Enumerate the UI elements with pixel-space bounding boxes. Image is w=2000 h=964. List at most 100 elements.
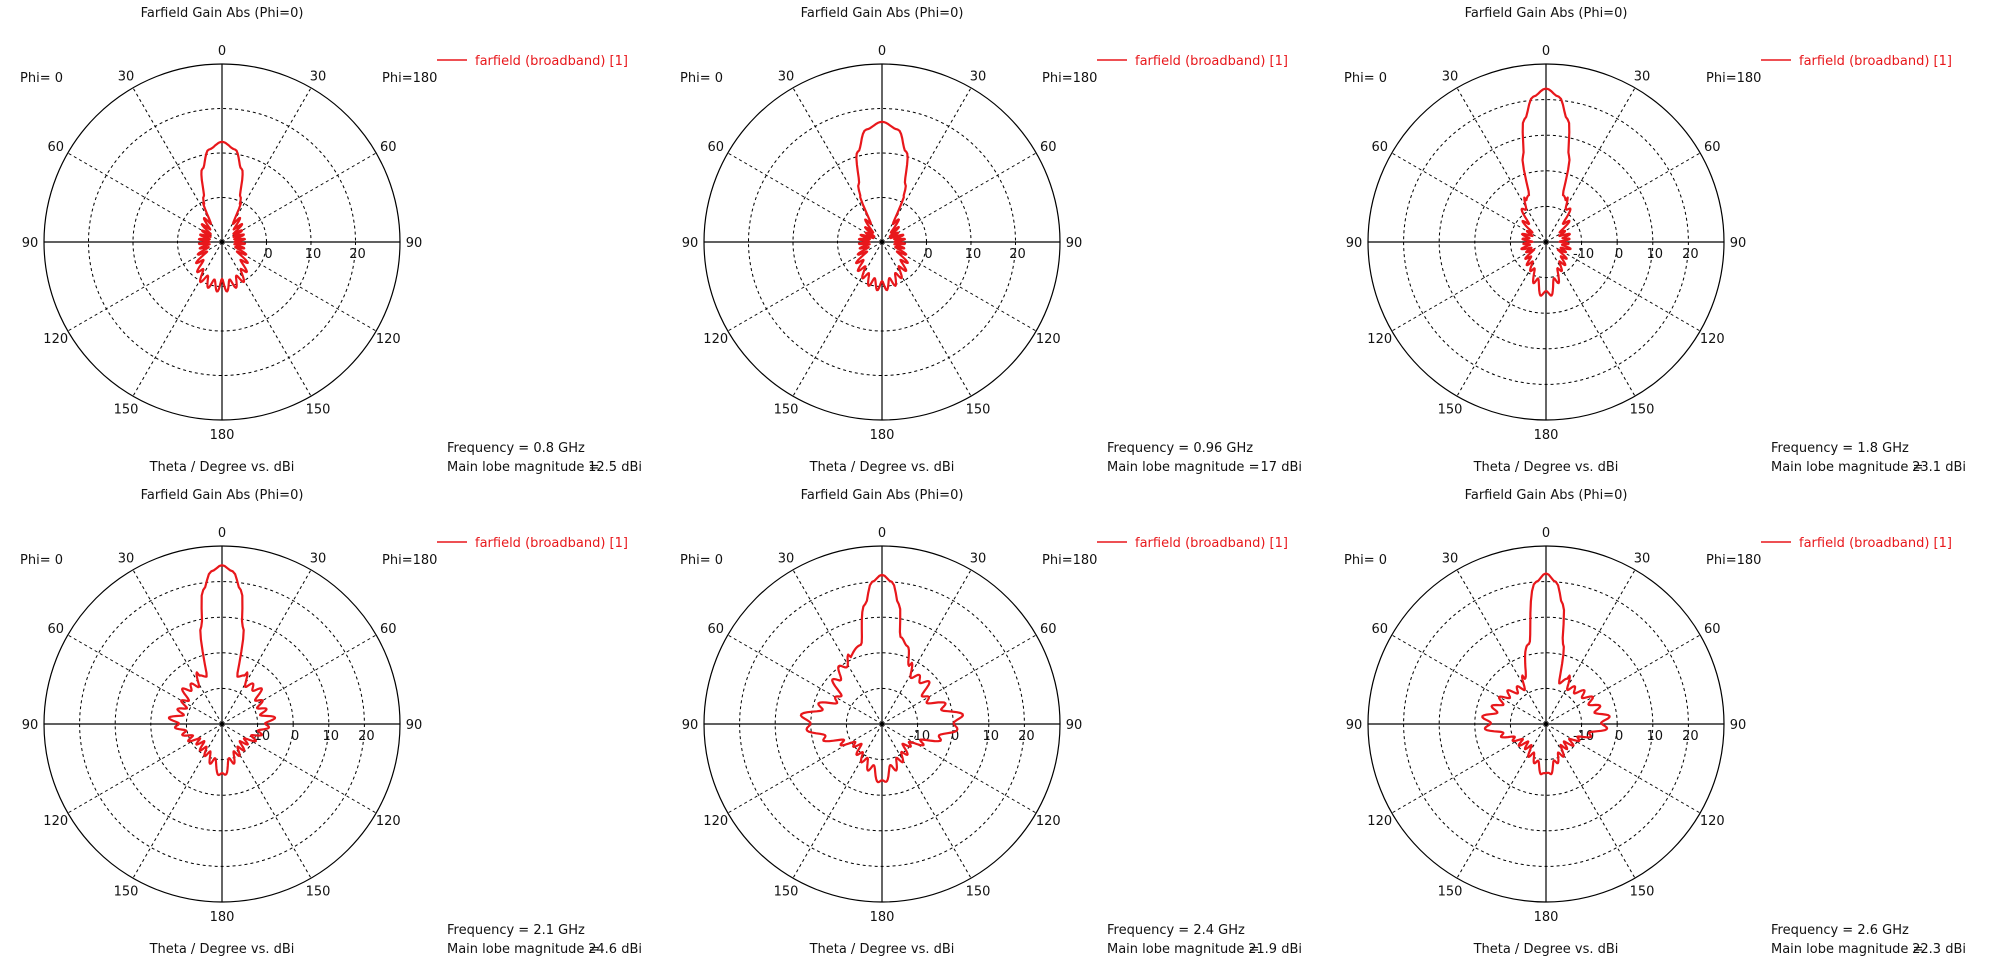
theta-tick-label: 30 xyxy=(778,552,795,567)
theta-tick-label: 180 xyxy=(210,428,235,443)
legend-entry: farfield (broadband) [1] xyxy=(1135,54,1288,69)
radial-tick-label: 20 xyxy=(358,729,375,744)
theta-tick-label: 120 xyxy=(43,814,68,829)
phi-right-label: Phi=180 xyxy=(382,553,437,568)
theta-tick-label: 0 xyxy=(1542,44,1550,59)
chart-title: Farfield Gain Abs (Phi=0) xyxy=(1465,488,1628,503)
chart-title: Farfield Gain Abs (Phi=0) xyxy=(801,6,964,21)
theta-tick-label: 180 xyxy=(1534,428,1559,443)
theta-tick-label: 90 xyxy=(1730,718,1747,733)
theta-tick-label: 150 xyxy=(114,884,139,899)
theta-tick-label: 60 xyxy=(707,622,724,637)
theta-tick-label: 90 xyxy=(1066,236,1083,251)
theta-tick-label: 150 xyxy=(1438,884,1463,899)
main-lobe-label: Main lobe magnitude = xyxy=(1771,460,1923,475)
theta-tick-label: 30 xyxy=(1442,552,1459,567)
theta-tick-label: 30 xyxy=(1634,70,1651,85)
theta-tick-label: 120 xyxy=(1036,814,1061,829)
frequency-label: Frequency = 1.8 GHz xyxy=(1771,441,1909,456)
radial-tick-label: 0 xyxy=(291,729,299,744)
radial-tick-label: 0 xyxy=(951,729,959,744)
theta-tick-label: 30 xyxy=(310,70,327,85)
theta-tick-label: 90 xyxy=(682,236,699,251)
chart-title: Farfield Gain Abs (Phi=0) xyxy=(1465,6,1628,21)
theta-tick-label: 60 xyxy=(1040,140,1057,155)
spoke-150 xyxy=(881,723,972,879)
farfield-trace xyxy=(799,573,964,784)
theta-tick-label: 60 xyxy=(47,140,64,155)
radial-tick-label: 10 xyxy=(323,729,340,744)
spoke-300 xyxy=(727,634,883,725)
theta-tick-label: 60 xyxy=(1371,140,1388,155)
spoke-150 xyxy=(1545,723,1636,879)
theta-tick-label: 120 xyxy=(376,332,401,347)
theta-tick-label: 30 xyxy=(970,70,987,85)
main-lobe-label: Main lobe magnitude = xyxy=(1771,942,1923,957)
theta-tick-label: 120 xyxy=(1367,332,1392,347)
theta-tick-label: 150 xyxy=(1630,402,1655,417)
radial-tick-label: 10 xyxy=(305,247,322,262)
phi-left-label: Phi= 0 xyxy=(1344,71,1387,86)
theta-tick-label: 90 xyxy=(1066,718,1083,733)
phi-right-label: Phi=180 xyxy=(1042,553,1097,568)
main-lobe-label: Main lobe magnitude = xyxy=(1107,460,1259,475)
phi-right-label: Phi=180 xyxy=(382,71,437,86)
axis-label: Theta / Degree vs. dBi xyxy=(149,460,295,475)
theta-tick-label: 120 xyxy=(1700,332,1725,347)
theta-tick-label: 60 xyxy=(1040,622,1057,637)
spoke-210 xyxy=(1456,723,1547,879)
spoke-240 xyxy=(1391,241,1547,332)
theta-tick-label: 120 xyxy=(1367,814,1392,829)
legend-entry: farfield (broadband) [1] xyxy=(475,536,628,551)
main-lobe-value: 12.5 dBi xyxy=(588,460,642,475)
spoke-300 xyxy=(67,634,223,725)
theta-tick-label: 150 xyxy=(774,402,799,417)
theta-tick-label: 150 xyxy=(966,884,991,899)
radial-tick-label: 20 xyxy=(1018,729,1035,744)
theta-tick-label: 150 xyxy=(306,402,331,417)
main-lobe-value: 22.3 dBi xyxy=(1912,942,1966,957)
theta-tick-label: 150 xyxy=(306,884,331,899)
theta-tick-label: 60 xyxy=(380,622,397,637)
phi-right-label: Phi=180 xyxy=(1706,71,1761,86)
radial-tick-label: 20 xyxy=(1009,247,1026,262)
main-lobe-value: 17 dBi xyxy=(1261,460,1302,475)
theta-tick-label: 90 xyxy=(682,718,699,733)
theta-tick-label: 90 xyxy=(406,236,423,251)
theta-tick-label: 0 xyxy=(878,526,886,541)
chart-title: Farfield Gain Abs (Phi=0) xyxy=(141,6,304,21)
polar-chart-3: Farfield Gain Abs (Phi=0) -10 0 10 20 0 30 60 90… xyxy=(1344,6,1966,475)
phi-left-label: Phi= 0 xyxy=(20,71,63,86)
theta-tick-label: 90 xyxy=(22,718,39,733)
theta-tick-label: 0 xyxy=(1542,526,1550,541)
theta-tick-label: 30 xyxy=(310,552,327,567)
theta-tick-label: 90 xyxy=(1730,236,1747,251)
polar-chart-4: Farfield Gain Abs (Phi=0)-10 0 10 200306090… xyxy=(20,488,642,957)
phi-right-label: Phi=180 xyxy=(1706,553,1761,568)
phi-right-label: Phi=180 xyxy=(1042,71,1097,86)
theta-tick-label: 90 xyxy=(1346,236,1363,251)
theta-tick-label: 30 xyxy=(118,70,135,85)
farfield-trace xyxy=(1481,572,1611,776)
polar-chart-6: Farfield Gain Abs (Phi=0)-10 0 10 200306090… xyxy=(1344,488,1966,957)
phi-left-label: Phi= 0 xyxy=(680,553,723,568)
theta-tick-label: 0 xyxy=(218,44,226,59)
legend-entry: farfield (broadband) [1] xyxy=(1799,536,1952,551)
spoke-300 xyxy=(67,152,223,243)
main-lobe-label: Main lobe magnitude = xyxy=(447,460,599,475)
legend-entry: farfield (broadband) [1] xyxy=(1799,54,1952,69)
spoke-30 xyxy=(1545,87,1636,243)
farfield-trace xyxy=(195,140,249,293)
radial-tick-label: 0 xyxy=(924,247,932,262)
spoke-210 xyxy=(792,723,883,879)
radial-tick-label: 20 xyxy=(1682,729,1699,744)
frequency-label: Frequency = 2.4 GHz xyxy=(1107,923,1245,938)
radial-tick-label: 10 xyxy=(965,247,982,262)
polar-chart-5: Farfield Gain Abs (Phi=0)-10 0 10 200306090… xyxy=(680,488,1302,957)
axis-label: Theta / Degree vs. dBi xyxy=(809,942,955,957)
theta-tick-label: 150 xyxy=(774,884,799,899)
axis-label: Theta / Degree vs. dBi xyxy=(1473,942,1619,957)
theta-tick-label: 180 xyxy=(1534,910,1559,925)
theta-tick-label: 30 xyxy=(970,552,987,567)
